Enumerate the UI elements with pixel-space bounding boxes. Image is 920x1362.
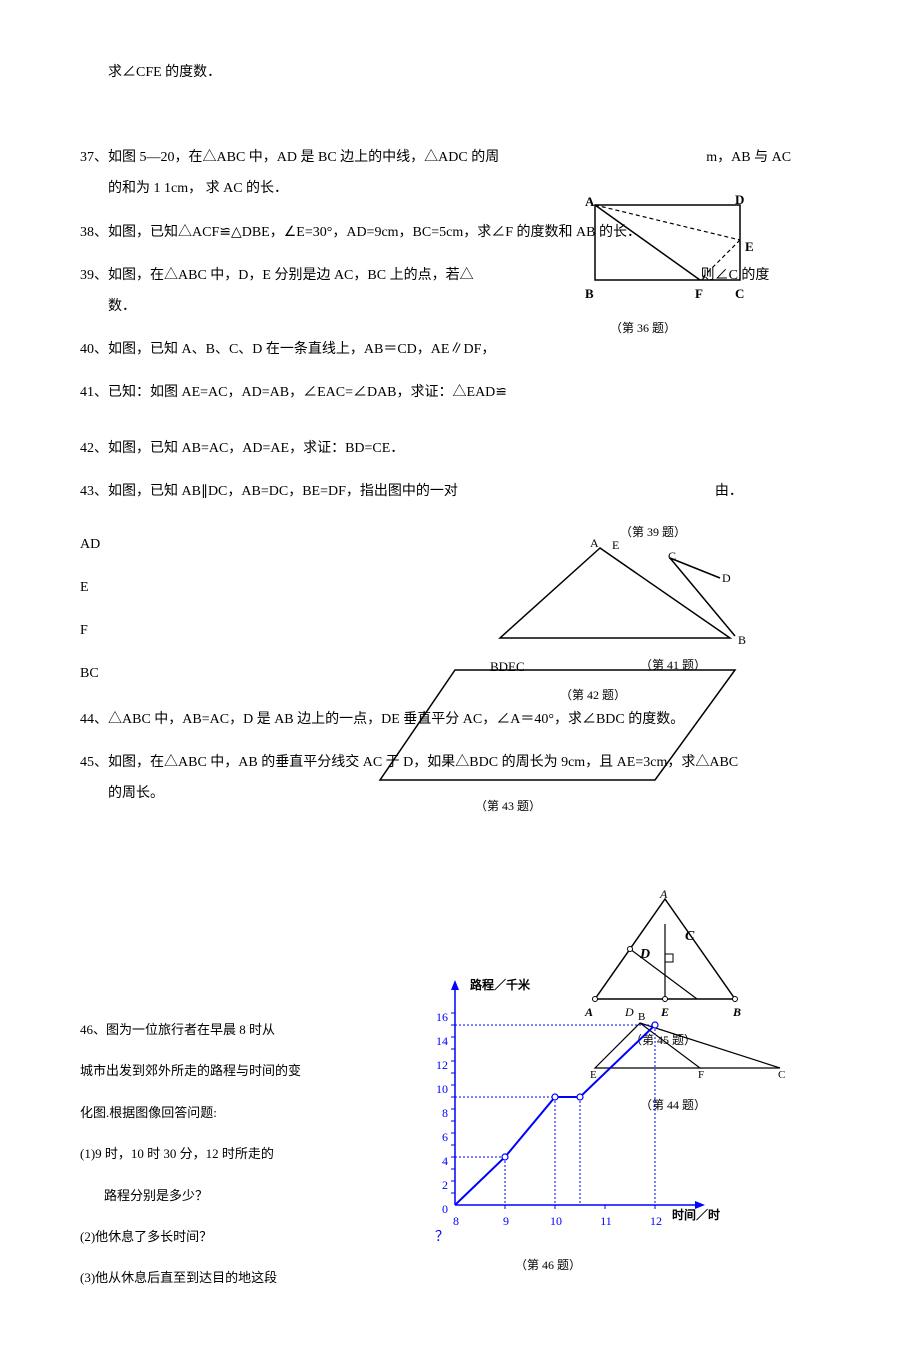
q39-b: 数． xyxy=(108,294,840,319)
q46-b: 城市出发到郊外所走的路程与时间的变 xyxy=(80,1059,400,1082)
q45: 45、如图，在△ABC 中，AB 的垂直平分线交 AC 于 D，如果△BDC 的… xyxy=(80,750,840,775)
cap42: （第 42 题） xyxy=(560,685,626,707)
fig46-xtitle: 时间／时 xyxy=(672,1205,720,1227)
q39-right: 则∠C 的度 xyxy=(701,268,770,283)
fig46-y14: 14 xyxy=(426,1031,448,1053)
fig46-x9: 9 xyxy=(498,1211,514,1233)
fig44-C: C xyxy=(778,1066,785,1086)
q37: 37、如图 5—20，在△ABC 中，AD 是 BC 边上的中线，△ADC 的周… xyxy=(80,145,840,170)
fig45-A: A xyxy=(660,884,667,906)
fig46-y10: 10 xyxy=(426,1079,448,1101)
q37-b: 的和为 1 1cm， 求 AC 的长． xyxy=(108,176,840,201)
fig46-x12: 12 xyxy=(645,1211,667,1233)
q43-right: 由． xyxy=(715,484,743,499)
q39-a: 39、如图，在△ABC 中，D，E 分别是边 AC，BC 上的点，若△ xyxy=(80,268,474,283)
q37-right: m，AB 与 AC xyxy=(706,150,791,165)
q46-e: 路程分别是多少？ xyxy=(104,1184,400,1207)
q46-a: 46、图为一位旅行者在早晨 8 时从 xyxy=(80,1018,400,1041)
fig46-x8: 8 xyxy=(448,1211,464,1233)
q46-block: 46、图为一位旅行者在早晨 8 时从 城市出发到郊外所走的路程与时间的变 化图.… xyxy=(80,1000,400,1308)
q46-f: (2)他休息了多长时间？ xyxy=(80,1225,400,1248)
label-E: E xyxy=(80,575,840,600)
fig46: 路程／千米 xyxy=(400,975,730,1235)
fig46-y12: 12 xyxy=(426,1055,448,1077)
fig45-D: D xyxy=(640,942,650,967)
q46-g: (3)他从休息后直至到达目的地这段 xyxy=(80,1266,400,1289)
q38: 38、如图，已知△ACF≌△DBE，∠E=30°，AD=9cm，BC=5cm，求… xyxy=(80,220,840,245)
q41: 41、已知：如图 AE=AC，AD=AB，∠EAC=∠DAB，求证：△EAD≌ xyxy=(80,380,840,405)
q36-cont: 求∠CFE 的度数． xyxy=(108,60,840,85)
fig46-y2: 2 xyxy=(430,1175,448,1197)
fig46-y16: 16 xyxy=(426,1007,448,1029)
q46-c: 化图.根据图像回答问题: xyxy=(80,1101,400,1124)
label-BC: BC xyxy=(80,661,840,686)
label-AD: AD xyxy=(80,532,840,557)
fig45-C: C xyxy=(685,924,694,949)
fig46-x10: 10 xyxy=(545,1211,567,1233)
fig46-x11: 11 xyxy=(595,1211,617,1233)
q44: 44、△ABC 中，AB=AC，D 是 AB 边上的一点，DE 垂直平分 AC，… xyxy=(80,707,840,732)
fig46-y4: 4 xyxy=(430,1151,448,1173)
fig46-y8: 8 xyxy=(430,1103,448,1125)
q39: 39、如图，在△ABC 中，D，E 分别是边 AC，BC 上的点，若△ 则∠C … xyxy=(80,263,840,288)
q42: 42、如图，已知 AB=AC，AD=AE，求证：BD=CE． xyxy=(80,436,840,461)
q40: 40、如图，已知 A、B、C、D 在一条直线上，AB＝CD，AE∥DF， xyxy=(80,337,840,362)
label-F: F xyxy=(80,618,840,643)
q37-a: 37、如图 5—20，在△ABC 中，AD 是 BC 边上的中线，△ADC 的周 xyxy=(80,150,499,165)
fig46-qmark: ？ xyxy=(435,1225,449,1250)
fig46-y6: 6 xyxy=(430,1127,448,1149)
q46-d: (1)9 时，10 时 30 分，12 时所走的 xyxy=(80,1142,400,1165)
q43: 43、如图，已知 AB∥DC，AB=DC，BE=DF，指出图中的一对 由． xyxy=(80,479,840,504)
page: 求∠CFE 的度数． A D B C E F 37、如图 5—20，在△ABC … xyxy=(0,60,920,1362)
q45-b: 的周长。 xyxy=(108,781,840,806)
cap46: （第 46 题） xyxy=(515,1255,581,1277)
q43-a: 43、如图，已知 AB∥DC，AB=DC，BE=DF，指出图中的一对 xyxy=(80,484,458,499)
fig46-y0: 0 xyxy=(430,1199,448,1221)
